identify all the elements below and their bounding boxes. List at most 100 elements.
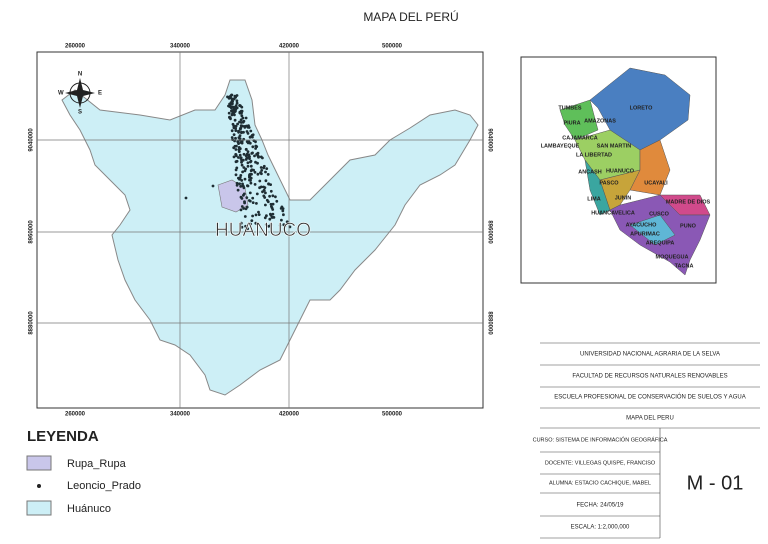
point	[232, 97, 236, 101]
inset-label: MOQUEGUA	[656, 254, 689, 260]
point	[251, 196, 255, 200]
point	[253, 170, 257, 174]
point	[262, 188, 266, 192]
point	[243, 177, 247, 181]
point	[278, 224, 282, 227]
grid-label-bottom: 500000	[382, 412, 403, 418]
title-block-detail: CURSO: SISTEMA DE INFORMACIÓN GEOGRÁFICA	[533, 436, 668, 443]
point	[283, 224, 287, 228]
grid-label-bottom: 340000	[170, 412, 191, 418]
point	[270, 206, 274, 210]
point	[239, 174, 243, 177]
point	[240, 205, 244, 208]
point	[265, 214, 268, 218]
point	[254, 221, 258, 225]
point	[245, 156, 249, 160]
inset-label: HUANUCO	[606, 168, 635, 174]
point	[279, 207, 283, 210]
grid-label-right: 8960000	[486, 220, 492, 244]
point	[275, 199, 279, 203]
point	[230, 113, 234, 117]
legend-title: LEYENDA	[27, 428, 99, 445]
inset-label: PASCO	[599, 180, 619, 186]
point	[242, 207, 246, 210]
point	[231, 122, 235, 126]
point	[249, 160, 252, 164]
point	[232, 133, 236, 137]
point	[245, 196, 249, 200]
grid-label-top: 340000	[170, 44, 191, 50]
title-block-detail: FECHA: 24/05/19	[576, 503, 624, 509]
point	[239, 156, 243, 160]
point	[237, 150, 241, 154]
point	[247, 124, 250, 128]
grid-label-right: 8880000	[486, 311, 492, 335]
point	[251, 145, 255, 149]
title-block-detail: ESCALA: 1:2,000,000	[571, 525, 630, 531]
point	[233, 113, 236, 117]
inset-label: LIMA	[587, 196, 600, 202]
point	[268, 217, 272, 221]
point	[234, 136, 237, 140]
grid	[37, 52, 483, 408]
inset-label: TUMBES	[558, 105, 582, 111]
grid-label-left: 8880000	[29, 311, 35, 335]
point	[242, 186, 246, 190]
point	[244, 224, 248, 228]
title-block-row: MAPA DEL PERU	[626, 416, 674, 422]
point	[237, 130, 241, 134]
point	[250, 219, 254, 223]
point	[259, 171, 262, 175]
point	[238, 104, 242, 107]
point	[234, 124, 238, 128]
point	[239, 221, 243, 225]
point	[241, 116, 245, 120]
point	[253, 183, 257, 186]
region-shape	[589, 67, 691, 151]
point	[244, 148, 248, 151]
point	[237, 156, 240, 159]
point	[249, 222, 252, 226]
point	[235, 166, 239, 170]
point	[243, 126, 247, 129]
point	[249, 179, 252, 182]
title-block-row: FACULTAD DE RECURSOS NATURALES RENOVABLE…	[572, 374, 727, 380]
inset-label: PIURA	[563, 120, 580, 126]
point	[254, 144, 258, 148]
point	[249, 129, 253, 133]
point	[235, 159, 239, 163]
point	[234, 148, 238, 151]
title-block-row: UNIVERSIDAD NACIONAL AGRARIA DE LA SELVA	[580, 352, 720, 358]
point	[264, 179, 268, 183]
point	[251, 201, 255, 205]
point	[245, 130, 249, 133]
point	[242, 119, 246, 123]
point	[238, 176, 242, 179]
point	[265, 198, 269, 202]
point	[274, 195, 277, 199]
point	[256, 161, 259, 165]
point	[236, 122, 240, 126]
inset-label: AREQUIPA	[646, 240, 675, 246]
point	[241, 158, 245, 162]
point	[239, 121, 243, 124]
point	[235, 183, 239, 187]
point	[230, 109, 233, 113]
point	[242, 166, 246, 169]
point	[253, 154, 256, 158]
point	[228, 116, 232, 119]
point	[242, 130, 245, 134]
point	[264, 203, 267, 207]
map-code: M - 01	[687, 472, 744, 494]
point	[256, 172, 260, 176]
point	[243, 169, 247, 173]
peru-regions	[559, 67, 711, 276]
point	[244, 116, 248, 120]
inset-label: APURIMAC	[630, 231, 660, 237]
point	[240, 130, 243, 134]
point	[232, 155, 236, 159]
inset-label: AMAZONAS	[584, 118, 616, 124]
point	[250, 168, 254, 172]
